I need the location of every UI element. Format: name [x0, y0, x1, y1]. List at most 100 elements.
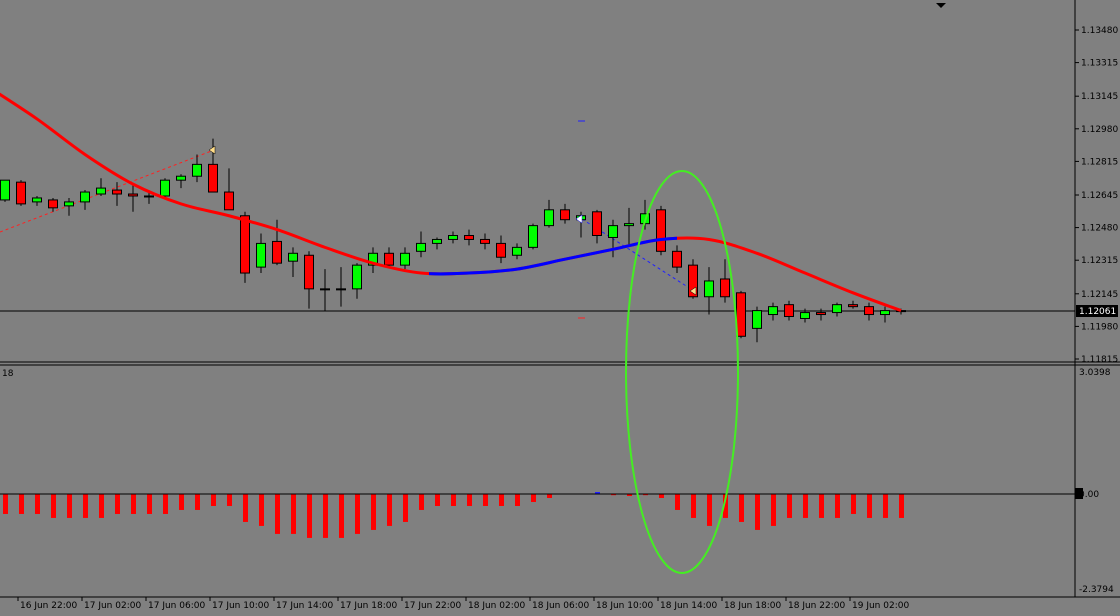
candle-bull: [368, 252, 378, 266]
candle-bear: [672, 250, 682, 268]
candle-bull: [96, 187, 106, 195]
histogram-bar: [691, 494, 696, 518]
time-tick-label: 17 Jun 18:00: [340, 601, 397, 611]
indicator-tick-label: -2.3794: [1079, 585, 1114, 595]
histogram-bar: [675, 494, 680, 510]
current-price-label: 1.12061: [1079, 307, 1116, 317]
candle-bull: [800, 312, 810, 319]
histogram-bar: [339, 494, 344, 538]
highlight-ellipse[interactable]: [625, 170, 739, 574]
candle-bear: [656, 209, 666, 252]
candle-bull: [288, 252, 298, 262]
histogram-bar: [99, 494, 104, 518]
indicator-tick-label: 0.00: [1079, 490, 1099, 500]
histogram-bar: [307, 494, 312, 538]
candle-bear: [16, 181, 26, 205]
candle-bear: [240, 215, 250, 274]
candle-bear: [48, 199, 58, 209]
histogram-bar: [115, 494, 120, 514]
histogram-bar: [211, 494, 216, 506]
time-tick-label: 18 Jun 14:00: [660, 601, 717, 611]
histogram-bar: [323, 494, 328, 538]
time-tick-label: 18 Jun 06:00: [532, 601, 589, 611]
price-tick-label: 1.13480: [1081, 26, 1118, 36]
histogram-bar: [771, 494, 776, 526]
time-axis: 16 Jun 22:00 17 Jun 02:00 17 Jun 06:00 17 J…: [17, 597, 909, 611]
histogram-bar: [659, 494, 664, 498]
candle-bull: [320, 288, 330, 291]
histogram-bar: [371, 494, 376, 530]
candle-bear: [480, 238, 490, 244]
trend-line-dotted-red[interactable]: [0, 149, 215, 233]
histogram-bar: [739, 494, 744, 522]
price-tick-label: 1.11815: [1081, 355, 1118, 365]
candle-bull: [80, 191, 90, 203]
candle-bull: [624, 223, 634, 227]
candle-bull: [160, 179, 170, 197]
candle-bull: [832, 304, 842, 314]
price-tick-label: 1.12645: [1081, 191, 1118, 201]
histogram-bar: [515, 494, 520, 506]
time-tick-label: 17 Jun 14:00: [276, 601, 333, 611]
time-tick-label: 17 Jun 06:00: [148, 601, 205, 611]
chart-shift-icon[interactable]: [936, 3, 946, 8]
moving-average: [0, 92, 902, 312]
histogram-bar: [467, 494, 472, 506]
histogram-bar: [435, 494, 440, 506]
histogram-bar: [451, 494, 456, 506]
time-tick-label: 18 Jun 02:00: [468, 601, 525, 611]
price-axis: 1.13480 1.13315 1.13145 1.12980 1.12815 1.126…: [1075, 26, 1118, 365]
histogram-bar: [851, 494, 856, 514]
histogram-bar: [243, 494, 248, 522]
trend-line-dotted-blue[interactable]: [581, 218, 695, 292]
candle-bear: [112, 189, 122, 195]
histogram-bar: [899, 494, 904, 518]
time-tick-label: 18 Jun 22:00: [788, 601, 845, 611]
time-tick-label: 19 Jun 02:00: [852, 601, 909, 611]
candle-bull: [64, 201, 74, 207]
price-tick-label: 1.12315: [1081, 256, 1118, 266]
left-arrow-icon[interactable]: [689, 286, 697, 296]
indicator-tick-label: 3.0398: [1079, 368, 1111, 378]
histogram-bar: [723, 494, 728, 518]
zero-tick-box: [1075, 488, 1083, 499]
candle-bull: [768, 306, 778, 316]
price-tick-label: 1.12480: [1081, 224, 1118, 234]
price-tick-label: 1.13145: [1081, 92, 1118, 102]
current-price-label-box: [1076, 305, 1118, 317]
candle-bull: [512, 246, 522, 256]
histogram-bar: [867, 494, 872, 518]
histogram-bar: [755, 494, 760, 530]
histogram-bar: [355, 494, 360, 534]
left-arrow-icon[interactable]: [575, 214, 583, 224]
histogram-bar: [259, 494, 264, 526]
histogram-bar: [707, 494, 712, 526]
candle-bear: [384, 252, 394, 266]
histogram-bar: [195, 494, 200, 510]
candle-bull: [448, 235, 458, 240]
left-arrow-icon[interactable]: [208, 145, 216, 155]
time-tick-label: 17 Jun 02:00: [84, 601, 141, 611]
candle-bear: [720, 278, 730, 298]
candle-bear: [816, 312, 826, 316]
candle-bull: [352, 264, 362, 290]
candle-bull: [752, 310, 762, 329]
candle-bear: [224, 191, 234, 211]
histogram-bar: [531, 494, 536, 502]
histogram-bar: [883, 494, 888, 518]
histogram-bar: [35, 494, 40, 514]
candle-bull: [432, 238, 442, 244]
histogram-bar: [51, 494, 56, 518]
candle-bear: [464, 235, 474, 240]
histogram-bar: [419, 494, 424, 510]
candle-bull: [608, 225, 618, 238]
histogram-bar: [19, 494, 24, 514]
time-tick-label: 16 Jun 22:00: [20, 601, 77, 611]
histogram-bar: [179, 494, 184, 510]
candle-bull: [704, 280, 714, 298]
time-tick-label: 17 Jun 10:00: [212, 601, 269, 611]
price-tick-label: 1.12145: [1081, 290, 1118, 300]
candle-bear: [208, 163, 218, 193]
